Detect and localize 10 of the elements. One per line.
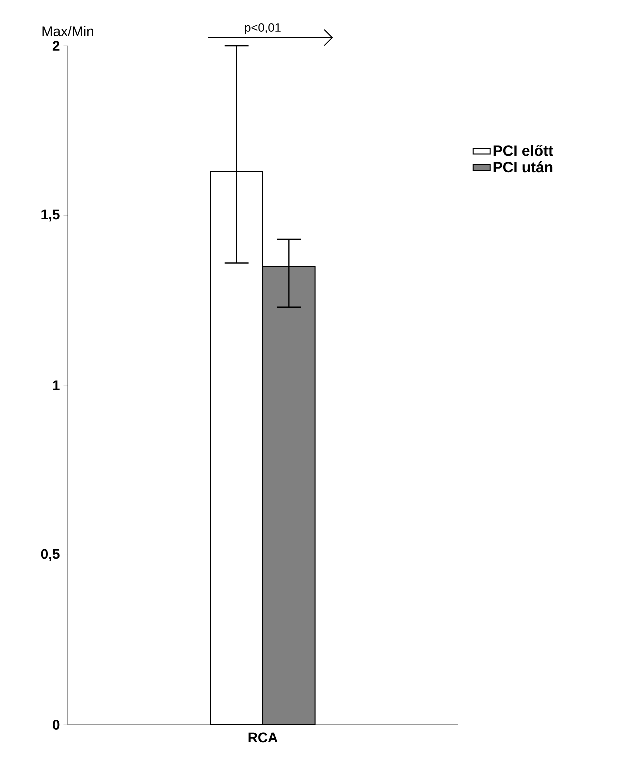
y-tick-label: 2 [52, 41, 60, 51]
legend-label: PCI után [494, 162, 553, 173]
y-tick-label: 0,5 [41, 549, 60, 562]
y-axis-title: Max/Min [42, 26, 94, 36]
y-tick-label: 1,5 [42, 210, 60, 222]
y-tick-label: 1 [53, 380, 60, 390]
x-tick-label: RCA [248, 732, 278, 743]
legend-label: PCI előtt [494, 145, 554, 156]
y-tick-label: 0 [53, 720, 60, 730]
text: p<0,01 [245, 24, 281, 34]
